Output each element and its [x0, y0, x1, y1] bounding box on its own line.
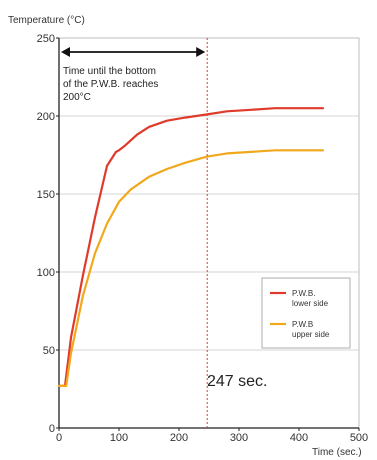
- marker-label: 247 sec.: [207, 373, 267, 390]
- legend-label-lower-2: lower side: [292, 299, 329, 308]
- span-annotation-line-1: Time until the bottom: [63, 66, 156, 77]
- span-annotation-line-2: of the P.W.B. reaches: [63, 79, 158, 90]
- x-tick-label: 400: [290, 432, 308, 444]
- legend-label-upper-1: P.W.B: [292, 320, 313, 329]
- legend: P.W.B. lower side P.W.B upper side: [261, 277, 351, 349]
- legend-label-upper-2: upper side: [292, 330, 330, 339]
- x-tick-label: 200: [170, 432, 188, 444]
- y-tick-label: 150: [37, 189, 55, 201]
- x-tick-labels: 0 100 200 300 400 500: [56, 428, 368, 444]
- x-tick-label: 300: [230, 432, 248, 444]
- legend-box: [261, 277, 351, 349]
- grid-lines: [59, 115, 359, 351]
- y-tick-label: 50: [43, 345, 55, 357]
- x-axis-title: Time (sec.): [312, 447, 362, 458]
- span-annotation-line-3: 200°C: [63, 92, 91, 103]
- span-arrow: [61, 47, 206, 57]
- series-line-upper-side: [57, 149, 325, 387]
- y-tick-label: 200: [37, 111, 55, 123]
- y-tick-label: 100: [37, 267, 55, 279]
- y-tick-label: 0: [49, 423, 55, 435]
- y-axis-title: Temperature (°C): [8, 15, 85, 26]
- y-tick-labels: 0 50 100 150 200 250: [37, 33, 59, 435]
- x-tick-label: 500: [350, 432, 368, 444]
- y-tick-label: 250: [37, 33, 55, 45]
- x-tick-label: 100: [110, 432, 128, 444]
- series-lines: [57, 107, 325, 387]
- x-tick-label: 0: [56, 432, 62, 444]
- legend-label-lower-1: P.W.B.: [292, 289, 315, 298]
- series-line-lower-side: [57, 107, 325, 387]
